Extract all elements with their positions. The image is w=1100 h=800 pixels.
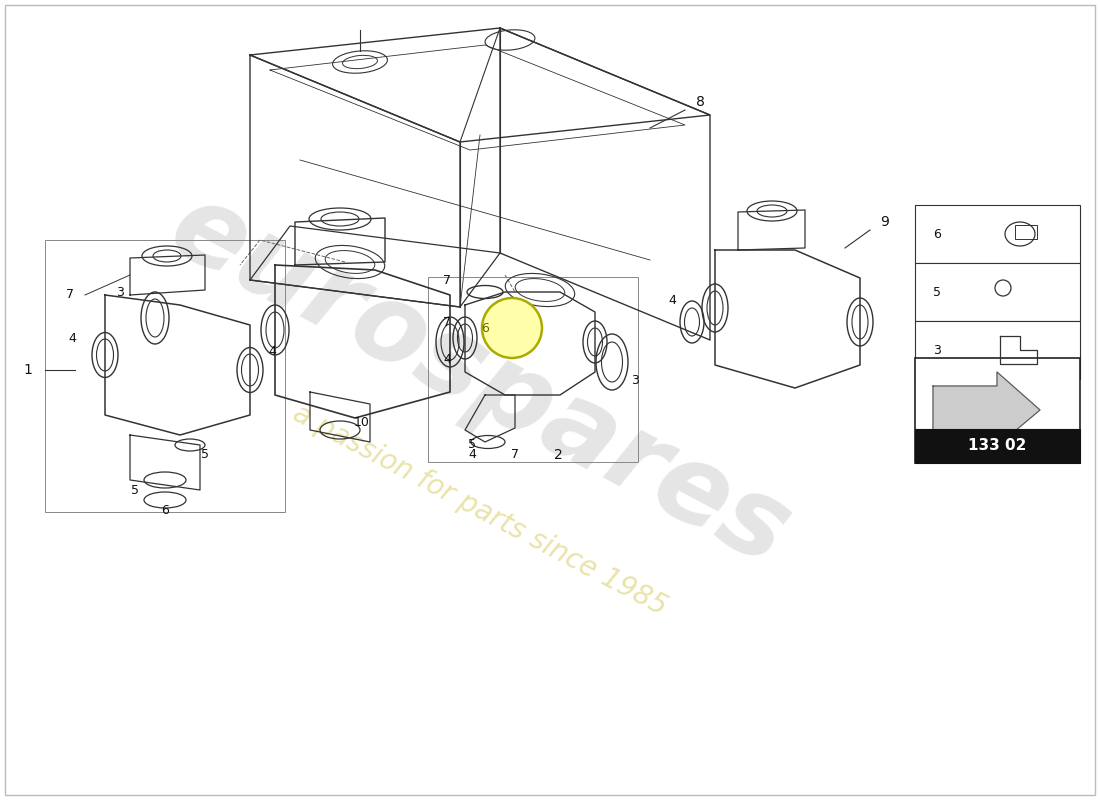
Bar — [1015, 225, 1037, 239]
Text: 7: 7 — [443, 274, 451, 286]
Text: 7: 7 — [66, 289, 74, 302]
Text: 6: 6 — [161, 503, 169, 517]
Text: a passion for parts since 1985: a passion for parts since 1985 — [288, 399, 672, 621]
Text: 7: 7 — [512, 449, 519, 462]
Text: 5: 5 — [933, 286, 940, 298]
Bar — [915, 429, 1080, 463]
Bar — [915, 263, 1080, 321]
Text: 5: 5 — [201, 449, 209, 462]
Text: 5: 5 — [468, 438, 476, 451]
Text: eurospares: eurospares — [153, 172, 807, 588]
Text: 7: 7 — [443, 315, 451, 329]
Text: 4: 4 — [443, 354, 451, 366]
Text: 1: 1 — [23, 363, 32, 377]
Bar — [428, 277, 638, 462]
Bar — [45, 240, 285, 512]
Text: 4: 4 — [268, 346, 276, 358]
Bar — [915, 205, 1080, 263]
Text: 10: 10 — [354, 415, 370, 429]
Text: 4: 4 — [68, 331, 76, 345]
Text: 3: 3 — [933, 343, 940, 357]
Text: 3: 3 — [631, 374, 639, 386]
Text: 8: 8 — [695, 95, 704, 109]
Text: 2: 2 — [553, 448, 562, 462]
Bar — [915, 321, 1080, 379]
Text: 5: 5 — [131, 483, 139, 497]
Text: 133 02: 133 02 — [968, 438, 1026, 454]
Text: 4: 4 — [668, 294, 675, 306]
Text: 4: 4 — [469, 449, 476, 462]
Circle shape — [482, 298, 542, 358]
Text: 6: 6 — [933, 227, 940, 241]
Text: 6: 6 — [481, 322, 488, 334]
Text: 9: 9 — [881, 215, 890, 229]
Text: 3: 3 — [117, 286, 124, 298]
Polygon shape — [933, 372, 1040, 446]
Bar — [915, 358, 1080, 463]
